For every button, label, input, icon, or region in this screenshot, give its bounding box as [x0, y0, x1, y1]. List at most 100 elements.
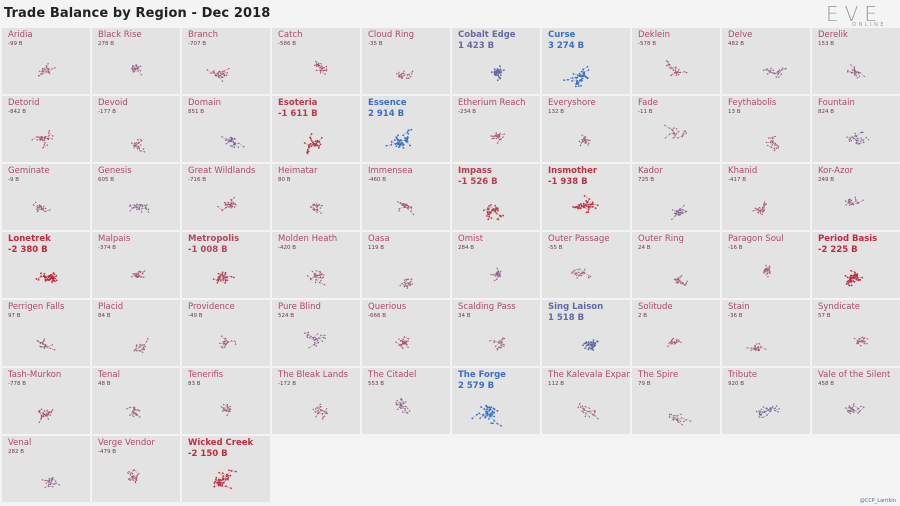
system-node: [493, 408, 496, 410]
system-node: [673, 133, 675, 135]
system-node: [681, 134, 684, 137]
system-node: [486, 408, 489, 411]
region-network-map: [129, 203, 150, 213]
system-node: [576, 80, 578, 82]
system-node: [584, 347, 587, 350]
system-link: [129, 411, 133, 416]
system-node: [764, 348, 767, 350]
system-node: [219, 70, 221, 73]
system-node: [402, 340, 404, 343]
system-node: [313, 144, 316, 147]
system-node: [495, 135, 498, 138]
system-node: [849, 201, 851, 203]
system-node: [854, 271, 856, 274]
region-panel: Kor-Azor 249 B: [812, 164, 900, 230]
system-link: [854, 71, 859, 76]
system-node: [315, 60, 317, 63]
system-node: [131, 207, 134, 209]
system-node: [671, 67, 673, 69]
system-node: [759, 212, 762, 214]
system-node: [401, 204, 403, 206]
system-link: [681, 417, 687, 420]
region-name: Catch: [278, 30, 303, 40]
system-node: [494, 74, 497, 76]
system-node: [495, 207, 497, 209]
system-node: [314, 337, 316, 339]
system-node: [229, 474, 232, 477]
system-node: [776, 144, 778, 146]
system-node: [316, 338, 318, 340]
system-node: [853, 68, 855, 71]
system-node: [857, 71, 859, 73]
system-node: [221, 76, 223, 79]
region-value: -778 B: [8, 381, 27, 387]
system-node: [503, 345, 505, 348]
system-node: [322, 416, 324, 418]
region-network-map: [206, 67, 230, 82]
system-node: [487, 218, 490, 221]
system-node: [132, 412, 135, 415]
system-node: [862, 199, 864, 201]
system-node: [306, 336, 308, 338]
system-node: [306, 275, 309, 277]
system-node: [233, 206, 236, 208]
system-node: [489, 407, 492, 410]
system-node: [142, 351, 144, 354]
region-name: Insmother: [548, 166, 598, 176]
region-panel: Stain -36 B: [722, 300, 810, 366]
system-node: [407, 129, 410, 132]
system-node: [142, 347, 145, 349]
system-node: [407, 208, 409, 210]
system-node: [855, 135, 858, 138]
region-value: -2 225 B: [818, 245, 858, 255]
system-node: [668, 342, 670, 344]
system-node: [404, 137, 406, 139]
system-node: [850, 72, 853, 74]
system-node: [497, 273, 500, 276]
system-node: [496, 278, 498, 280]
region-value: -842 B: [8, 109, 27, 115]
system-node: [683, 130, 685, 132]
system-node: [45, 207, 47, 210]
system-node: [36, 208, 38, 211]
system-node: [578, 271, 580, 273]
system-node: [777, 147, 779, 149]
system-node: [135, 206, 137, 208]
system-node: [226, 403, 228, 406]
chart-title: Trade Balance by Region - Dec 2018: [4, 6, 271, 21]
system-node: [229, 145, 232, 147]
system-link: [395, 342, 401, 345]
system-link: [401, 343, 407, 345]
system-node: [853, 137, 855, 140]
system-node: [497, 276, 499, 278]
system-node: [582, 202, 585, 205]
system-node: [131, 69, 134, 71]
system-node: [405, 405, 407, 408]
system-node: [778, 408, 780, 410]
system-node: [755, 410, 758, 413]
region-value: -177 B: [98, 109, 117, 115]
system-link: [500, 338, 505, 342]
system-node: [398, 142, 400, 145]
system-node: [135, 65, 137, 67]
region-value: 2 B: [638, 313, 648, 319]
system-node: [496, 349, 499, 351]
region-panel: Querious -666 B: [362, 300, 450, 366]
system-node: [41, 73, 44, 75]
system-link: [127, 472, 133, 477]
system-node: [131, 276, 133, 278]
system-node: [499, 132, 501, 135]
system-node: [228, 67, 230, 70]
system-node: [493, 415, 496, 418]
system-link: [312, 271, 315, 276]
system-node: [406, 131, 409, 133]
system-node: [36, 206, 39, 209]
system-node: [226, 279, 229, 282]
region-name: Fade: [638, 98, 658, 108]
system-node: [44, 136, 47, 138]
system-node: [579, 207, 582, 210]
system-node: [230, 340, 233, 342]
system-node: [224, 276, 227, 279]
system-node: [567, 78, 569, 81]
system-node: [404, 408, 406, 410]
